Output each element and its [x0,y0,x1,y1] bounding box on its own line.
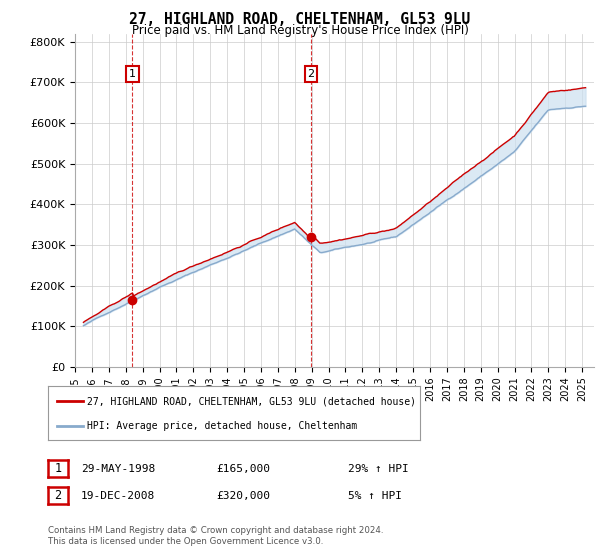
Text: Contains HM Land Registry data © Crown copyright and database right 2024.
This d: Contains HM Land Registry data © Crown c… [48,526,383,546]
Text: £165,000: £165,000 [216,464,270,474]
Text: 1: 1 [55,462,61,475]
Text: HPI: Average price, detached house, Cheltenham: HPI: Average price, detached house, Chel… [87,421,358,431]
Text: 5% ↑ HPI: 5% ↑ HPI [348,491,402,501]
Text: £320,000: £320,000 [216,491,270,501]
Text: 2: 2 [307,69,314,79]
Text: 1: 1 [129,69,136,79]
Text: 19-DEC-2008: 19-DEC-2008 [81,491,155,501]
Text: 2: 2 [55,489,61,502]
Text: 27, HIGHLAND ROAD, CHELTENHAM, GL53 9LU (detached house): 27, HIGHLAND ROAD, CHELTENHAM, GL53 9LU … [87,396,416,407]
Text: 29% ↑ HPI: 29% ↑ HPI [348,464,409,474]
Text: 27, HIGHLAND ROAD, CHELTENHAM, GL53 9LU: 27, HIGHLAND ROAD, CHELTENHAM, GL53 9LU [130,12,470,27]
Text: 29-MAY-1998: 29-MAY-1998 [81,464,155,474]
Text: Price paid vs. HM Land Registry's House Price Index (HPI): Price paid vs. HM Land Registry's House … [131,24,469,37]
